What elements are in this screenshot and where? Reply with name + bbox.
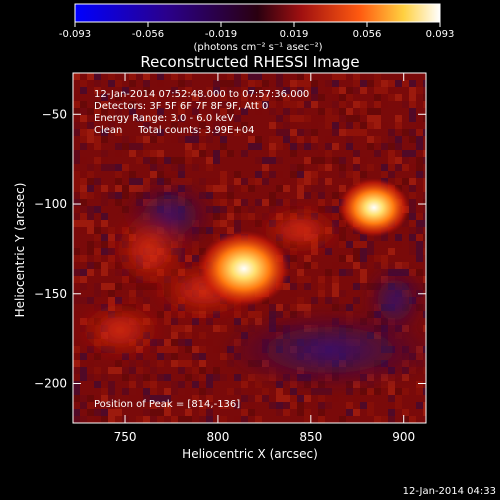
colorbar-tick-label: -0.056: [132, 29, 164, 40]
plot-frame: [72, 72, 427, 424]
annotation-line-1: 12-Jan-2014 07:52:48.000 to 07:57:36.000: [94, 89, 309, 100]
colorbar: [74, 3, 441, 23]
y-axis-label: Heliocentric Y (arcsec): [13, 183, 27, 318]
annotation-line-4: Clean Total counts: 3.99E+04: [94, 125, 254, 136]
x-axis-label: Heliocentric X (arcsec): [182, 447, 318, 461]
source-peak-1: [197, 230, 290, 307]
y-axis: −50 −100 −150 −200: [34, 107, 426, 391]
y-tick-label: −150: [34, 287, 67, 301]
footer-timestamp: 12-Jan-2014 04:33: [403, 486, 496, 497]
colorbar-tick-label: 0.019: [280, 29, 309, 40]
y-tick-label: −200: [34, 377, 67, 391]
peak-position-label: Position of Peak = [814,-136]: [94, 399, 240, 410]
x-tick-label: 800: [206, 430, 229, 444]
colorbar-ticks: -0.093 -0.056 -0.019 0.019 0.056 0.093: [59, 22, 454, 40]
colorbar-units-label: (photons cm⁻² s⁻¹ asec⁻²): [193, 42, 322, 53]
colorbar-tick-label: -0.093: [59, 29, 91, 40]
y-tick-label: −100: [34, 197, 67, 211]
colorbar-tick-label: -0.019: [205, 29, 237, 40]
annotation-line-2: Detectors: 3F 5F 6F 7F 8F 9F, Att 0: [94, 101, 268, 112]
x-tick-label: 850: [299, 430, 322, 444]
x-tick-label: 900: [392, 430, 415, 444]
y-tick-label: −50: [42, 107, 67, 121]
annotation-line-3: Energy Range: 3.0 - 6.0 keV: [94, 113, 234, 124]
source-peak-2: [338, 178, 410, 238]
heatmap-image: [73, 73, 426, 423]
chart-title: Reconstructed RHESSI Image: [140, 53, 359, 71]
x-axis: 750 800 850 900: [114, 73, 415, 444]
colorbar-tick-label: 0.093: [426, 29, 455, 40]
colorbar-tick-label: 0.056: [353, 29, 382, 40]
x-tick-label: 750: [114, 430, 137, 444]
